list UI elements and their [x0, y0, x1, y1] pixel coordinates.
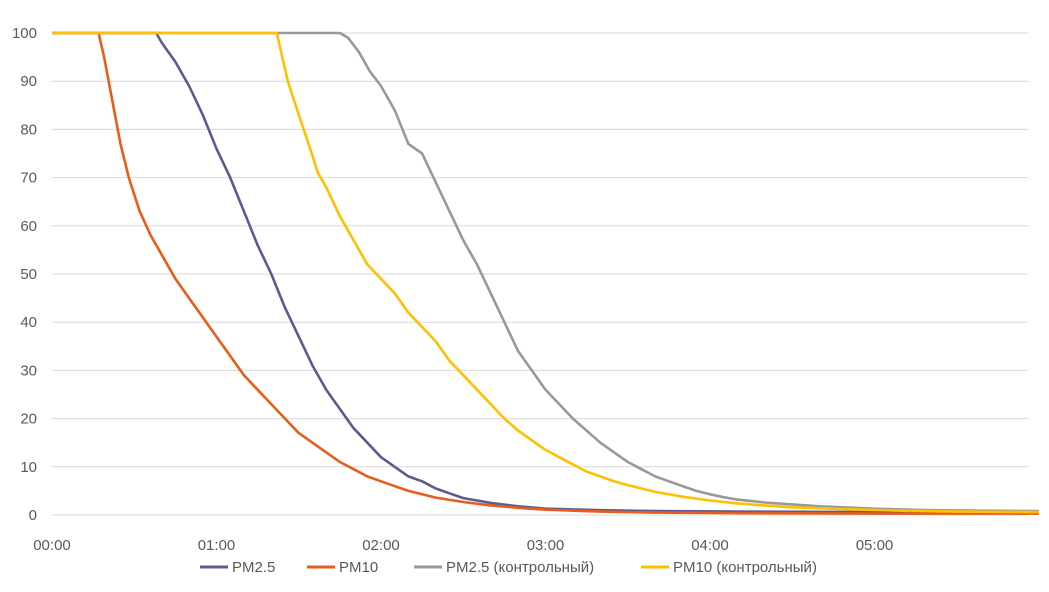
series-lines: [52, 31, 1040, 515]
x-tick-label: 01:00: [198, 537, 236, 554]
legend-label: PM2.5: [232, 559, 275, 576]
legend-label: PM2.5 (контрольный): [446, 559, 594, 576]
series-line-1: [52, 31, 1039, 515]
x-axis-tick-labels: 00:00 01:00 02:00 03:00 04:00 05:00: [33, 537, 893, 554]
y-tick-label: 10: [20, 459, 37, 476]
y-tick-label: 0: [29, 507, 37, 524]
x-tick-label: 05:00: [856, 537, 894, 554]
x-tick-label: 02:00: [362, 537, 400, 554]
y-tick-label: 100: [12, 25, 37, 42]
y-tick-label: 20: [20, 411, 37, 428]
legend-label: PM10: [339, 559, 378, 576]
y-tick-label: 30: [20, 362, 37, 379]
x-tick-label: 04:00: [691, 537, 729, 554]
y-tick-label: 60: [20, 218, 37, 235]
legend: PM2.5 PM10 PM2.5 (контрольный) PM10 (контро…: [200, 559, 817, 576]
y-tick-label: 70: [20, 170, 37, 187]
x-tick-label: 03:00: [527, 537, 565, 554]
series-line-0: [52, 31, 1039, 514]
legend-label: PM10 (контрольный): [673, 559, 817, 576]
series-line-3: [52, 31, 1040, 514]
y-tick-label: 80: [20, 121, 37, 138]
y-axis-tick-labels: 0 10 20 30 40 50 60 70 80 90 100: [12, 25, 37, 524]
y-tick-label: 90: [20, 73, 37, 90]
x-tick-label: 00:00: [33, 537, 71, 554]
series-line-2: [52, 31, 1040, 513]
y-tick-label: 50: [20, 266, 37, 283]
y-tick-label: 40: [20, 314, 37, 331]
